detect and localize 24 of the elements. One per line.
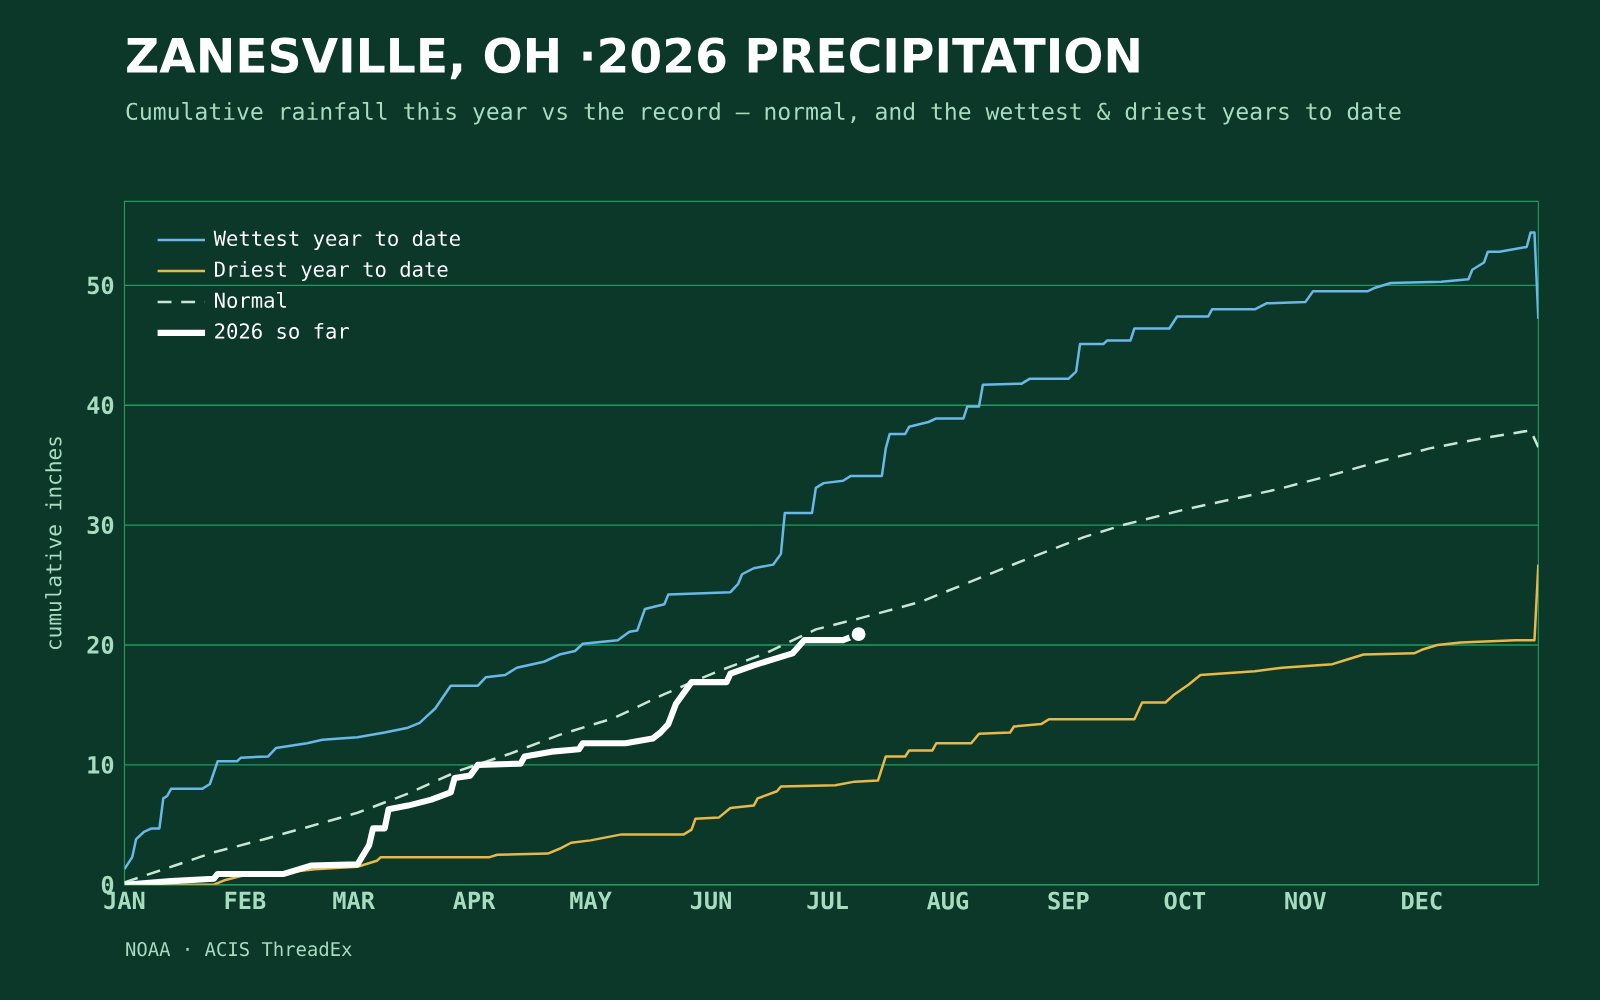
y-tick-label: 30 bbox=[87, 516, 114, 535]
y-axis-title: cumulative inches bbox=[45, 437, 62, 650]
x-tick-label: MAY bbox=[570, 891, 612, 909]
text: NOAA · ACIS ThreadEx bbox=[126, 941, 352, 957]
x-tick-label: DEC bbox=[1402, 891, 1442, 910]
legend-label: Driest year to date bbox=[215, 261, 448, 281]
y-tick-label: 10 bbox=[88, 755, 114, 774]
x-tick-label: APR bbox=[453, 891, 496, 909]
x-tick-label: FEB bbox=[225, 891, 266, 909]
legend-label: 2026 so far bbox=[215, 322, 349, 339]
x-tick-label: MAR bbox=[333, 891, 375, 909]
y-tick-label: 20 bbox=[87, 636, 114, 654]
x-tick-label: SEP bbox=[1048, 891, 1089, 910]
x-tick-label: NOV bbox=[1285, 891, 1326, 910]
x-tick-label: OCT bbox=[1164, 891, 1206, 910]
x-tick-label: JUL bbox=[807, 891, 848, 910]
legend-label: Normal bbox=[215, 291, 286, 308]
y-tick-label: 40 bbox=[87, 396, 114, 415]
x-tick-label: AUG bbox=[927, 891, 969, 910]
chart-title: ZANESVILLE, OH ·2026 PRECIPITATION bbox=[127, 37, 1139, 80]
x-tick-label: JUN bbox=[690, 891, 731, 910]
chart-subtitle: Cumulative rainfall this year vs the record — normal, and the wettest & driest years to date bbox=[126, 102, 1401, 125]
legend-label: Wettest year to date bbox=[213, 230, 460, 251]
y-tick-label: 50 bbox=[87, 276, 114, 295]
